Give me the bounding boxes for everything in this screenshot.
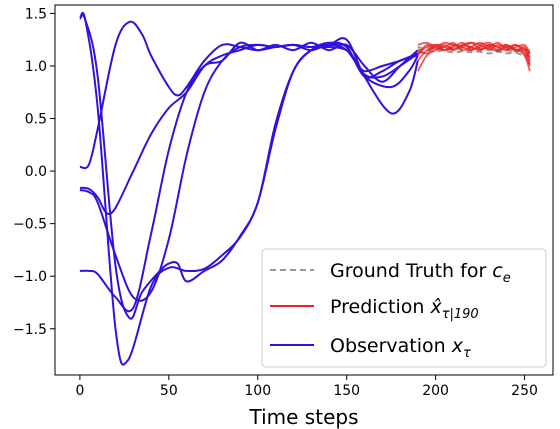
x-tick-label: 200: [422, 383, 449, 399]
y-tick-label: −1.5: [13, 322, 47, 338]
y-tick-label: 0.5: [25, 112, 47, 128]
y-tick-label: 1.5: [25, 6, 47, 22]
x-tick-label: 0: [75, 383, 84, 399]
x-axis-ticks: 0 50 100 150 200 250: [75, 375, 538, 399]
observation-line-3: [79, 20, 419, 170]
x-axis-label: Time steps: [249, 405, 359, 429]
y-tick-label: −1.0: [13, 269, 47, 285]
prediction-line-6: [417, 41, 531, 62]
legend: Ground Truth for ce Prediction x̂τ|190 Obs…: [261, 248, 547, 368]
x-tick-label: 250: [511, 383, 538, 399]
observation-line-6: [79, 41, 419, 313]
legend-label-gt: Ground Truth for ce: [330, 260, 511, 286]
prediction-lines: [417, 41, 531, 72]
legend-label-pred: Prediction x̂τ|190: [330, 296, 479, 322]
y-tick-label: −0.5: [13, 217, 47, 233]
ground-truth-line-3: [417, 48, 531, 57]
observation-line-5: [79, 43, 419, 302]
legend-label-obs: Observation xτ: [330, 335, 471, 361]
prediction-line-4: [417, 43, 531, 72]
legend-box: [261, 248, 547, 368]
plot-frame: [54, 4, 554, 376]
x-tick-label: 150: [333, 383, 360, 399]
x-tick-label: 100: [244, 383, 271, 399]
y-tick-label: 0.0: [25, 164, 47, 180]
y-axis-ticks: −1.5 −1.0 −0.5 0.0 0.5 1.0 1.5: [13, 6, 55, 338]
y-tick-label: 1.0: [25, 59, 47, 75]
prediction-line-5: [417, 41, 531, 55]
observation-lines: [78, 11, 419, 366]
x-tick-label: 50: [160, 383, 178, 399]
